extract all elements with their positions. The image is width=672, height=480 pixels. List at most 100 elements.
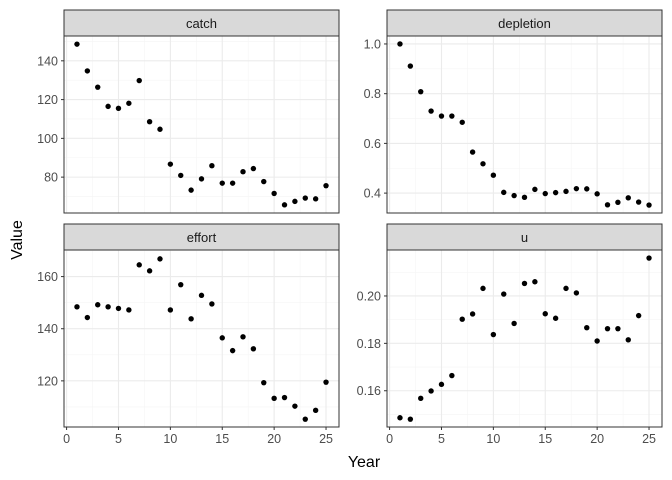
data-point: [438, 381, 445, 388]
panel-border: [63, 249, 340, 428]
data-point: [418, 395, 424, 402]
data-point: [219, 335, 225, 341]
panel-border: [63, 35, 340, 214]
data-point: [501, 189, 507, 196]
data-point: [302, 195, 308, 201]
data-point: [438, 113, 445, 119]
data-point: [604, 325, 611, 332]
data-point: [95, 84, 101, 90]
data-point: [312, 407, 319, 414]
data-point: [146, 268, 153, 274]
panel-background: [387, 250, 662, 427]
data-point: [615, 325, 621, 332]
data-point: [563, 285, 569, 292]
x-tick-label: 25: [319, 432, 333, 446]
data-point: [188, 316, 194, 322]
data-point: [146, 118, 153, 125]
y-tick-label: 0.4: [364, 187, 381, 201]
data-point: [312, 196, 319, 202]
data-point: [625, 195, 631, 201]
data-point: [271, 395, 277, 402]
data-point: [271, 190, 277, 197]
panel-u: u 0.16 0.18 0.20 0 5 10 15 20 25: [357, 223, 663, 446]
data-point: [418, 88, 424, 95]
y-tick-label: 0.18: [357, 337, 381, 351]
data-point: [542, 311, 548, 317]
panel-border: [386, 249, 663, 428]
data-point: [74, 41, 80, 47]
data-point: [397, 415, 403, 421]
x-tick-label: 5: [438, 432, 445, 446]
data-point: [219, 180, 225, 186]
data-point: [490, 331, 497, 338]
data-point: [407, 416, 414, 422]
y-tick-label: 0.16: [357, 384, 381, 398]
data-point: [469, 311, 476, 317]
panel-depletion: depletion 0.4 0.6 0.8 1.0: [364, 9, 663, 214]
data-point: [604, 202, 611, 208]
x-tick-label: 20: [267, 432, 281, 446]
data-point: [157, 256, 163, 262]
y-tick-label: 0.6: [364, 137, 381, 151]
panels-layer: catch80100120140depletion0.40.60.81.0eff…: [37, 9, 663, 446]
data-point: [302, 416, 308, 422]
data-point: [397, 41, 403, 47]
data-point: [261, 178, 267, 185]
facet-strip: [63, 223, 340, 251]
data-point: [563, 188, 569, 195]
data-point: [573, 185, 580, 192]
data-point: [126, 100, 132, 106]
x-tick-label: 15: [538, 432, 552, 446]
panel-background: [64, 250, 339, 427]
x-tick-label: 10: [163, 432, 177, 446]
y-tick-label: 100: [37, 132, 58, 146]
data-point: [635, 312, 642, 319]
x-axis-title: Year: [348, 454, 381, 471]
data-point: [209, 162, 215, 169]
data-point: [428, 388, 434, 394]
panel-effort: effort 120 140 160 0 5 10 15 20 25: [37, 223, 340, 446]
data-point: [449, 372, 455, 379]
data-point: [511, 320, 517, 327]
data-point: [323, 182, 329, 189]
data-point: [292, 198, 298, 205]
data-point: [584, 325, 590, 331]
data-point: [178, 172, 184, 179]
panel-border: [386, 35, 663, 214]
data-point: [511, 192, 517, 199]
data-point: [542, 190, 548, 197]
data-point: [428, 108, 434, 114]
data-point: [198, 292, 205, 299]
data-point: [136, 262, 142, 268]
y-tick-label: 140: [37, 54, 58, 68]
data-point: [84, 314, 91, 321]
facet-strip-label: effort: [187, 230, 217, 245]
data-point: [115, 305, 122, 312]
data-point: [615, 199, 621, 206]
data-point: [74, 304, 80, 310]
y-tick-label: 0.20: [357, 289, 381, 303]
y-tick-label: 120: [37, 93, 58, 107]
data-point: [646, 255, 652, 261]
data-point: [594, 338, 600, 344]
x-tick-label: 0: [63, 432, 70, 446]
data-point: [407, 63, 414, 69]
data-point: [292, 403, 298, 409]
y-tick-label: 80: [44, 171, 58, 185]
data-point: [501, 291, 507, 297]
y-tick-label: 140: [37, 322, 58, 336]
panel-background: [387, 36, 662, 213]
data-point: [105, 103, 111, 110]
data-point: [95, 302, 101, 308]
data-point: [261, 379, 267, 386]
data-point: [198, 176, 205, 182]
data-point: [126, 307, 132, 313]
data-point: [584, 186, 590, 192]
data-point: [188, 187, 194, 193]
data-point: [490, 172, 497, 178]
y-tick-label: 0.8: [364, 87, 381, 101]
x-tick-label: 20: [590, 432, 604, 446]
data-point: [552, 189, 559, 196]
facet-strip: [63, 9, 340, 37]
